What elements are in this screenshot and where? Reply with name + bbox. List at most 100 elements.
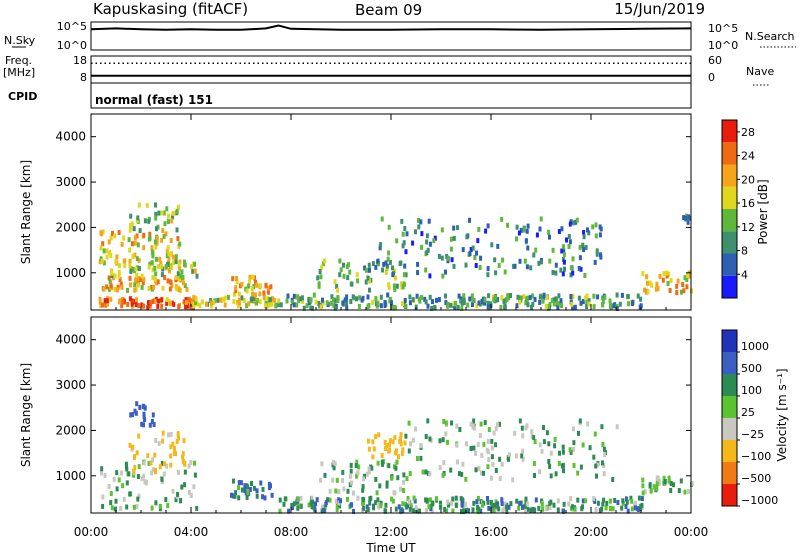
range-cell (399, 486, 403, 492)
range-cell (640, 496, 644, 502)
range-cell (107, 239, 111, 245)
range-cell (105, 248, 109, 254)
range-cell (165, 206, 169, 212)
range-cell (522, 227, 526, 233)
range-cell (343, 297, 347, 303)
range-cell (507, 456, 510, 462)
range-cell (486, 272, 490, 278)
range-cell (497, 262, 501, 268)
range-cell (179, 498, 183, 503)
range-cell (456, 225, 459, 231)
range-cell (135, 256, 139, 262)
velocity-heatmap (100, 401, 694, 515)
range-cell (267, 299, 271, 305)
range-cell (140, 273, 144, 279)
range-cell (682, 288, 686, 294)
range-cell (189, 493, 193, 498)
range-cell (314, 501, 317, 507)
range-cell (440, 255, 444, 261)
range-cell (429, 503, 433, 509)
range-cell (161, 285, 165, 291)
range-cell (530, 304, 533, 310)
range-cell (279, 302, 283, 308)
range-cell (153, 452, 157, 458)
range-cell (420, 244, 424, 250)
range-cell (325, 300, 329, 306)
range-cell (151, 467, 155, 473)
range-cell (110, 505, 114, 511)
range-cell (243, 488, 247, 493)
range-cell (113, 233, 117, 239)
range-cell (137, 276, 141, 282)
range-cell (160, 476, 164, 482)
range-cell (386, 256, 390, 262)
range-cell (332, 297, 335, 303)
range-cell (557, 293, 561, 299)
range-cell (253, 292, 257, 298)
range-cell (164, 264, 168, 269)
range-cell (682, 215, 686, 221)
range-cell (538, 469, 542, 475)
range-cell (438, 465, 442, 471)
range-cell (295, 302, 299, 308)
range-cell (374, 500, 378, 506)
range-cell (240, 281, 244, 287)
range-cell (560, 226, 564, 232)
range-cell (439, 504, 443, 510)
range-cell (643, 489, 647, 495)
range-cell (394, 275, 397, 281)
range-cell (641, 271, 645, 277)
range-cell (428, 294, 432, 300)
range-cell (210, 300, 213, 306)
range-cell (231, 276, 235, 282)
range-cell (378, 245, 382, 251)
range-cell (396, 475, 400, 481)
range-cell (557, 229, 561, 234)
range-cell (299, 296, 303, 302)
range-cell (683, 215, 687, 221)
range-cell (500, 497, 504, 503)
range-cell (237, 300, 241, 306)
range-cell (177, 435, 180, 441)
range-cell (560, 248, 564, 254)
range-cell (307, 502, 311, 508)
range-cell (662, 475, 666, 481)
range-cell (630, 498, 634, 504)
range-cell (455, 459, 459, 465)
range-cell (386, 292, 390, 298)
range-cell (425, 498, 429, 504)
range-cell (524, 496, 528, 502)
range-cell (146, 453, 150, 459)
range-cell (300, 295, 304, 301)
range-cell (666, 281, 670, 286)
range-cell (376, 258, 380, 264)
range-cell (321, 297, 324, 303)
range-cell (522, 294, 526, 300)
range-cell (133, 454, 137, 459)
range-cell (385, 443, 389, 449)
range-cell (556, 305, 560, 310)
range-cell (552, 502, 556, 508)
range-cell (270, 492, 274, 498)
range-cell (414, 426, 418, 432)
range-cell (128, 275, 132, 281)
range-cell (333, 461, 337, 467)
range-cell (262, 295, 266, 301)
range-cell (581, 242, 585, 248)
freq-tick-top: 18 (73, 54, 87, 67)
range-cell (320, 461, 324, 467)
range-cell (525, 264, 529, 270)
range-cell (529, 507, 533, 513)
range-cell (323, 472, 327, 478)
range-cell (601, 460, 604, 466)
range-cell (686, 219, 690, 225)
range-cell (618, 301, 622, 307)
range-cell (556, 498, 560, 504)
range-cell (482, 470, 485, 476)
range-cell (377, 432, 381, 438)
range-cell (380, 216, 384, 222)
range-cell (571, 426, 575, 432)
range-cell (176, 491, 180, 497)
range-cell (390, 475, 394, 481)
range-cell (150, 470, 154, 476)
